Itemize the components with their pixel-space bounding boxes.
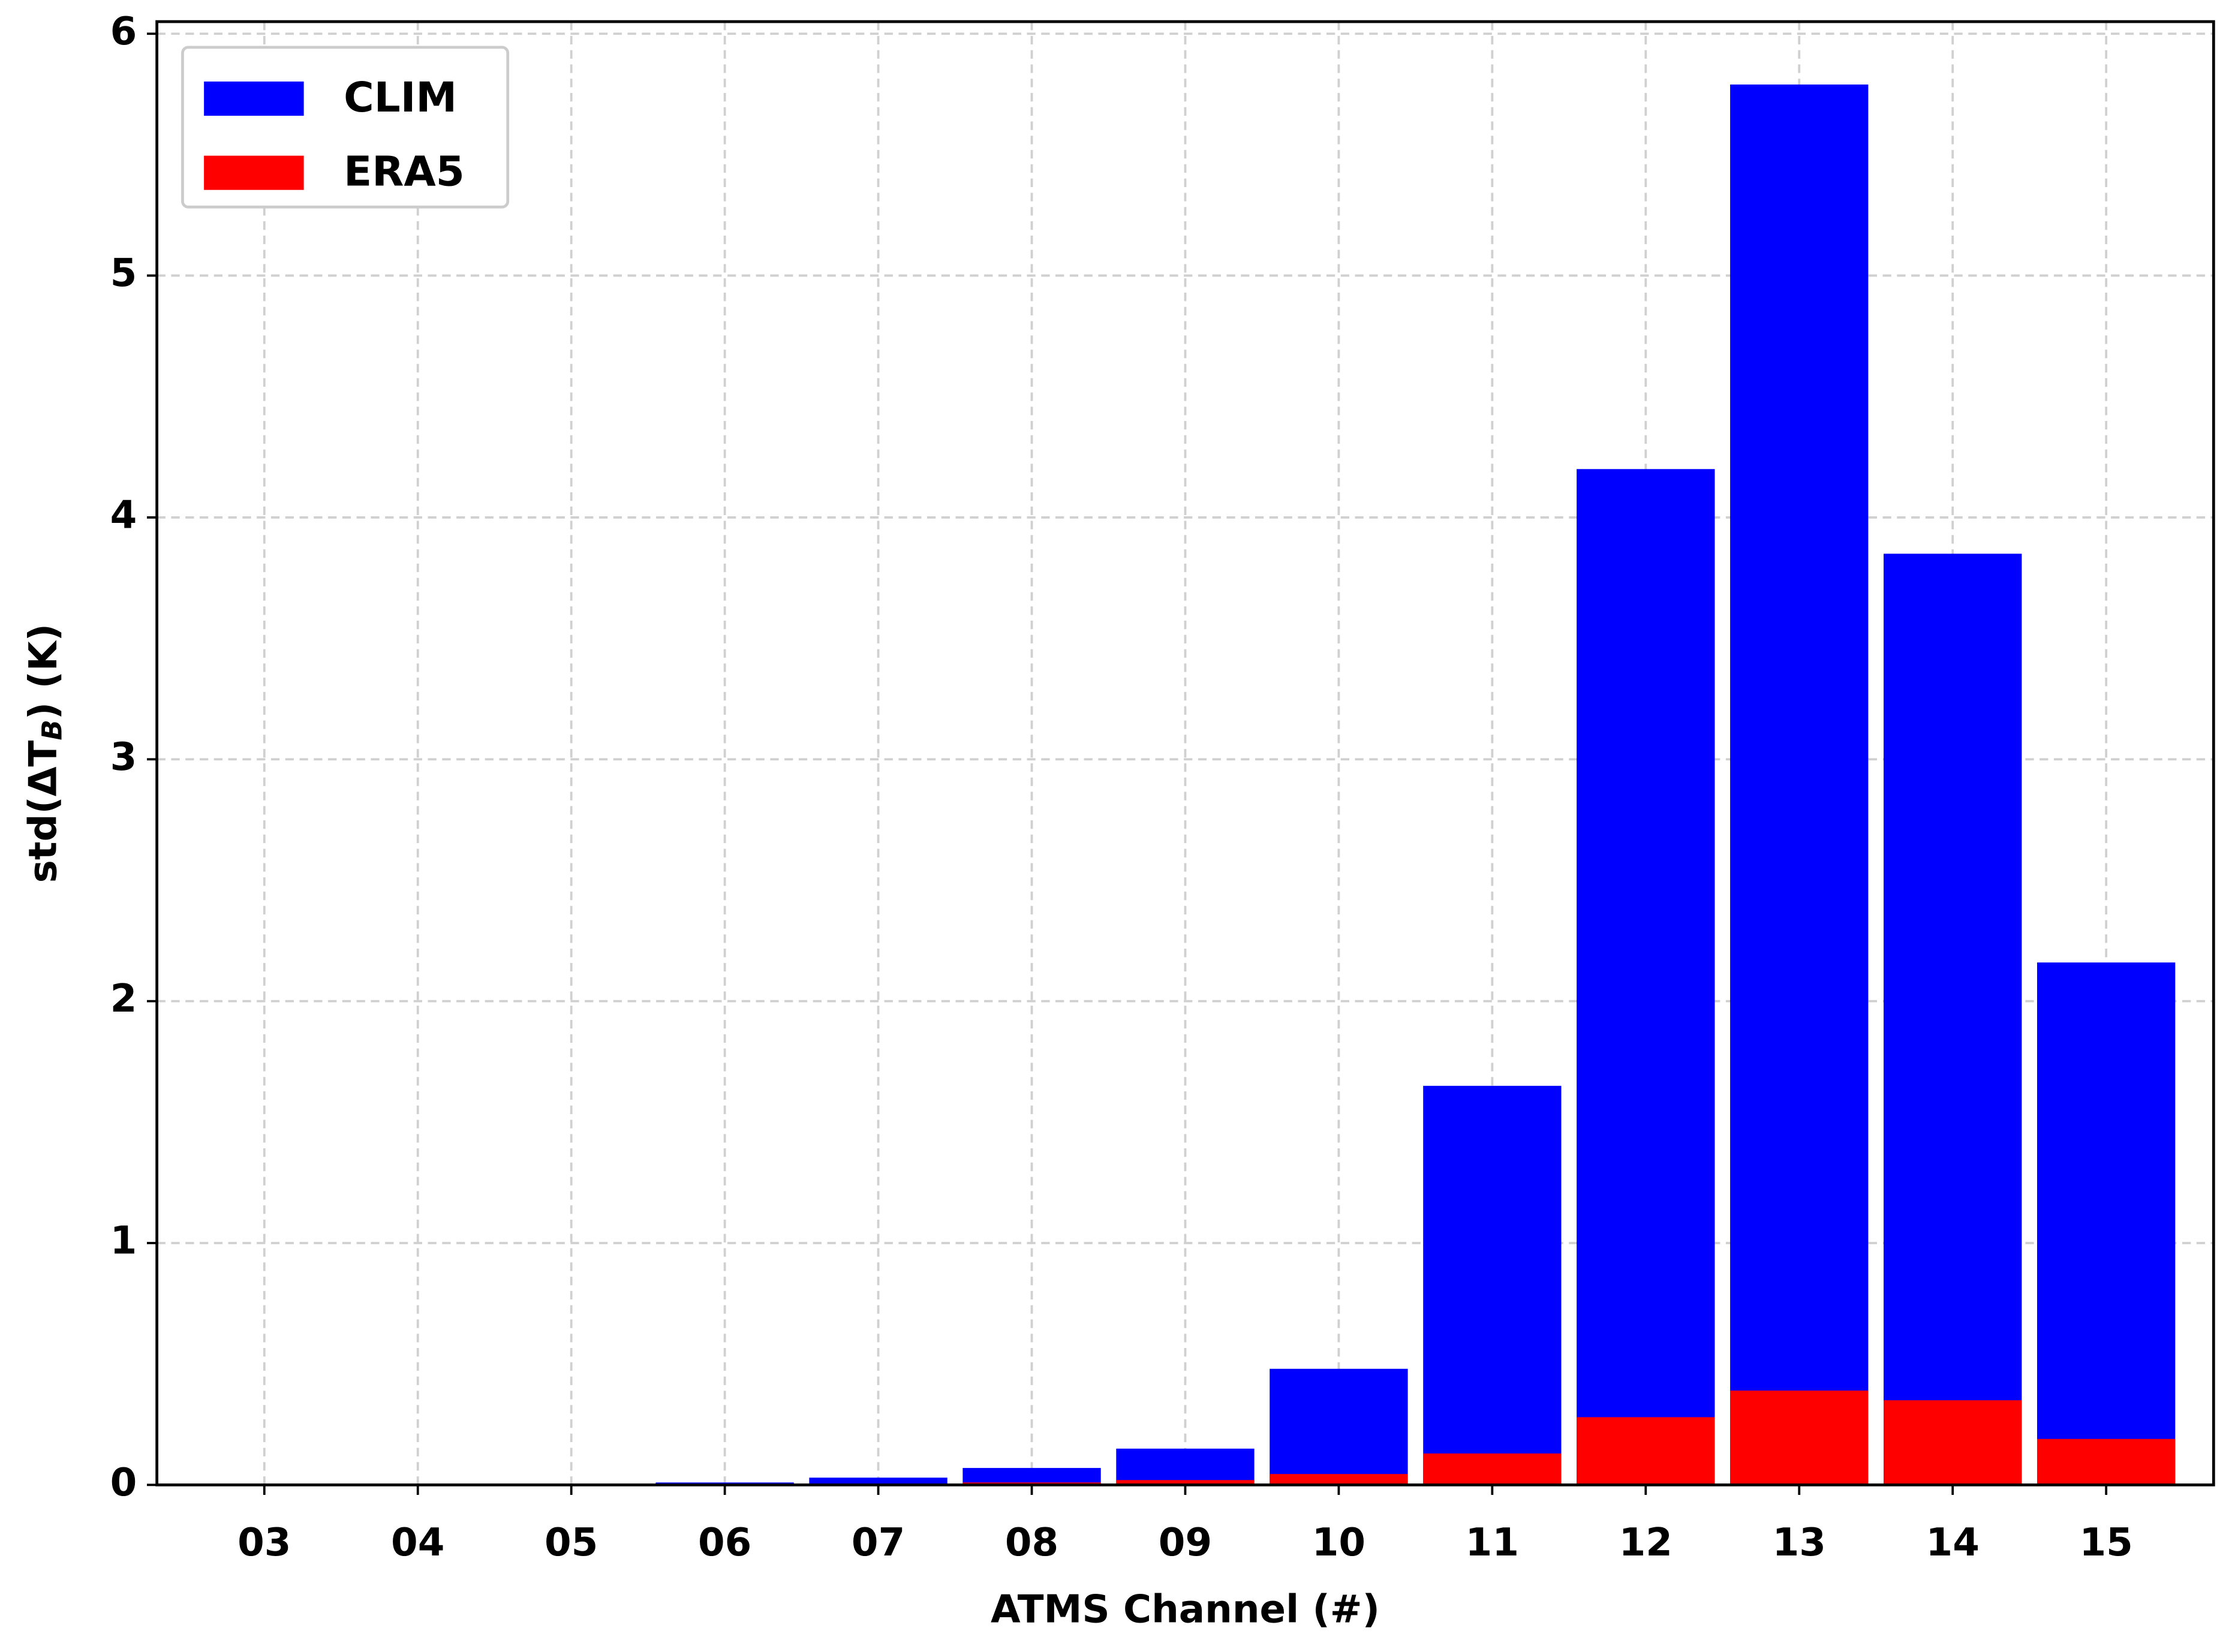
bar: [1730, 84, 1869, 1485]
x-tick-label: 12: [1619, 1520, 1673, 1565]
y-tick-label: 0: [110, 1460, 137, 1505]
y-axis-label: std(ΔTB) (K): [21, 624, 68, 883]
bar: [1423, 1085, 1562, 1485]
bar: [1577, 469, 1715, 1485]
bar: [1116, 1480, 1255, 1485]
x-axis-label: ATMS Channel (#): [991, 1587, 1380, 1632]
bar: [2037, 962, 2176, 1485]
bar: [962, 1468, 1101, 1485]
bar: [1116, 1448, 1255, 1485]
x-tick-label: 10: [1312, 1520, 1365, 1565]
x-tick-label: 05: [545, 1520, 598, 1565]
legend-swatch: [204, 81, 304, 116]
bar: [1577, 1417, 1715, 1485]
y-tick-label: 3: [110, 735, 137, 780]
bar: [1884, 553, 2022, 1485]
x-tick-label: 08: [1005, 1520, 1058, 1565]
bar: [1270, 1474, 1408, 1485]
bar: [1423, 1453, 1562, 1485]
y-tick-label: 5: [110, 251, 137, 296]
bar: [809, 1478, 947, 1485]
x-tick-label: 14: [1926, 1520, 1980, 1565]
y-tick-label: 1: [110, 1218, 137, 1263]
y-tick-label: 2: [110, 976, 137, 1021]
bar: [2037, 1439, 2176, 1485]
bar: [1730, 1391, 1869, 1485]
bar: [1270, 1368, 1408, 1485]
x-tick-label: 13: [1773, 1520, 1826, 1565]
x-tick-label: 07: [852, 1520, 905, 1565]
y-tick-label: 6: [110, 9, 137, 54]
x-tick-label: 11: [1466, 1520, 1519, 1565]
plot-frame: [155, 20, 2215, 1487]
bar: [1884, 1400, 2022, 1485]
x-tick-label: 03: [237, 1520, 291, 1565]
y-tick-label: 4: [110, 493, 137, 538]
x-tick-label: 06: [698, 1520, 751, 1565]
x-tick-label: 15: [2079, 1520, 2132, 1565]
legend-swatch: [204, 155, 304, 190]
x-tick-label: 04: [391, 1520, 444, 1565]
legend-label: ERA5: [344, 148, 465, 196]
legend-label: CLIM: [344, 74, 457, 122]
x-tick-label: 09: [1159, 1520, 1212, 1565]
